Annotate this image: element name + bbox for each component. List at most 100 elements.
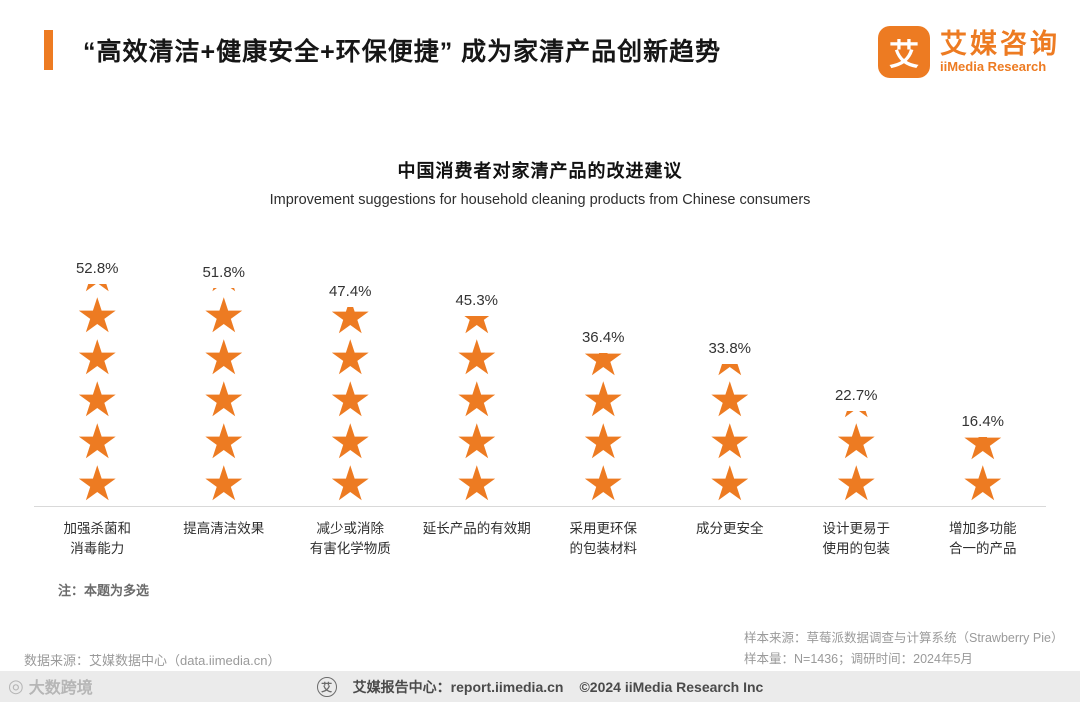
star-stack: ★★★★★★ (73, 284, 121, 511)
star-icon: ★ (75, 374, 119, 427)
star-column: 36.4% ★ ★ ★ ★ (540, 329, 667, 511)
star-icon: ★ (961, 458, 1005, 511)
star-chart: 52.8%★★★★★★51.8%★★★★★★47.4%★★★★★45.3%★★★… (34, 228, 1046, 560)
star-stack: ★★★★ (579, 353, 627, 511)
iimedia-logo-icon: 艾 (878, 26, 930, 78)
category-label: 提高清洁效果 (183, 521, 265, 536)
value-label: 22.7% (834, 387, 878, 404)
partial-star-icon: ★ (453, 316, 501, 338)
star-columns: 52.8%★★★★★★51.8%★★★★★★47.4%★★★★★45.3%★★★… (34, 228, 1047, 511)
star-column: 47.4% ★ ★ ★ ★ ★ (287, 283, 414, 511)
star-icon: ★ (328, 458, 372, 511)
star-icon: ★ (706, 364, 754, 380)
category-label: 延长产品的有效期 (422, 521, 531, 536)
star-stack: ★ ★ (959, 437, 1007, 511)
star-stack: ★★★★★ (453, 316, 501, 511)
category-label: 减少或消除 有害化学物质 (309, 521, 391, 557)
partial-star-icon: ★ (706, 364, 754, 380)
star-column: 33.8%★★★★ (667, 340, 794, 511)
star-icon: ★ (73, 284, 121, 296)
star-column: 16.4% ★ ★ (920, 413, 1047, 511)
star-icon: ★ (455, 374, 499, 427)
value-label: 51.8% (202, 264, 246, 281)
star-icon: ★ (834, 458, 878, 511)
star-stack: ★★★★★★ (200, 288, 248, 511)
value-label: 36.4% (581, 329, 625, 346)
footer-bar: 艾 艾媒报告中心：report.iimedia.cn ©2024 iiMedia… (0, 671, 1080, 702)
brand-logo: 艾 艾媒咨询 iiMedia Research (878, 26, 1060, 78)
star-icon: ★ (328, 307, 372, 338)
star-icon: ★ (834, 416, 878, 469)
report-center-text: 艾媒报告中心：report.iimedia.cn (352, 678, 564, 695)
sample-source: 样本来源：草莓派数据调查与计算系统（Strawberry Pie） (744, 631, 1064, 645)
category-label: 增加多功能 合一的产品 (949, 521, 1017, 557)
title-accent-bar (44, 30, 53, 70)
star-icon: ★ (832, 411, 880, 422)
star-column: 52.8%★★★★★★ (34, 260, 161, 511)
star-icon: ★ (75, 458, 119, 511)
category-labels: 加强杀菌和 消毒能力 提高清洁效果 减少或消除 有害化学物质 延长产品的有效期 采用更环保的… (34, 507, 1046, 560)
star-icon: ★ (581, 353, 625, 380)
value-label: 33.8% (708, 340, 752, 357)
star-icon: ★ (708, 374, 752, 427)
chart-baseline (34, 506, 1046, 507)
page-title: “高效清洁+健康安全+环保便捷” 成为家清产品创新趋势 (83, 38, 722, 66)
category-label: 成分更安全 (696, 521, 764, 536)
brand-name: 艾媒咨询 (940, 28, 1060, 59)
value-label: 45.3% (455, 292, 499, 309)
partial-star-icon: ★ (959, 437, 1007, 464)
category-label: 采用更环保 的包装材料 (569, 521, 638, 557)
star-icon: ★ (455, 458, 499, 511)
star-icon: ★ (581, 458, 625, 511)
star-icon: ★ (453, 316, 501, 338)
star-icon: ★ (75, 290, 119, 343)
star-icon: ★ (202, 458, 246, 511)
category-label: 设计更易于 使用的包装 (822, 521, 891, 557)
watermark: ◎ 大数跨境 (8, 674, 93, 698)
star-icon: ★ (202, 416, 246, 469)
brand-text: 艾媒咨询 iiMedia Research (940, 28, 1060, 74)
watermark-text: 大数跨境 (28, 680, 93, 697)
partial-star-icon: ★ (832, 411, 880, 422)
star-stack: ★★★ (832, 411, 880, 511)
star-icon: ★ (328, 416, 372, 469)
star-icon: ★ (581, 416, 625, 469)
star-icon: ★ (961, 437, 1005, 464)
partial-star-icon: ★ (579, 353, 627, 380)
data-source: 数据来源：艾媒数据中心（data.iimedia.cn） (24, 653, 281, 668)
category-label: 加强杀菌和 消毒能力 (63, 521, 132, 557)
chart-note: 注：本题为多选 (58, 583, 150, 598)
star-icon: ★ (75, 332, 119, 385)
value-label: 16.4% (961, 413, 1005, 430)
star-icon: ★ (200, 288, 248, 296)
star-icon: ★ (708, 458, 752, 511)
star-icon: ★ (581, 374, 625, 427)
star-stack: ★★★★ (706, 364, 754, 511)
copyright-text: ©2024 iiMedia Research Inc (579, 678, 764, 695)
star-icon: ★ (708, 416, 752, 469)
value-label: 47.4% (328, 283, 372, 300)
star-icon: ★ (455, 416, 499, 469)
chart-subtitle: Improvement suggestions for household cl… (269, 192, 811, 208)
star-column: 45.3%★★★★★ (414, 292, 541, 511)
star-column: 22.7%★★★ (793, 387, 920, 511)
star-icon: ★ (328, 332, 372, 385)
sample-size: 样本量：N=1436；调研时间：2024年5月 (744, 652, 973, 666)
partial-star-icon: ★ (200, 288, 248, 296)
partial-star-icon: ★ (326, 307, 374, 338)
star-column: 51.8% ★★★★★★ (161, 264, 288, 511)
partial-star-icon: ★ (73, 284, 121, 296)
star-stack: ★★★★★ (326, 307, 374, 511)
value-label: 52.8% (75, 260, 119, 277)
sample-info: 样本来源：草莓派数据调查与计算系统（Strawberry Pie） 样本量：N=… (744, 628, 1063, 670)
report-center-icon: 艾 (316, 676, 337, 697)
star-icon: ★ (202, 332, 246, 385)
watermark-icon: ◎ (8, 675, 24, 696)
chart-title: 中国消费者对家清产品的改进建议 (397, 161, 683, 181)
star-icon: ★ (455, 332, 499, 385)
star-icon: ★ (202, 290, 246, 343)
star-icon: ★ (202, 374, 246, 427)
header: “高效清洁+健康安全+环保便捷” 成为家清产品创新趋势 (44, 30, 721, 70)
star-icon: ★ (75, 416, 119, 469)
star-icon: ★ (328, 374, 372, 427)
